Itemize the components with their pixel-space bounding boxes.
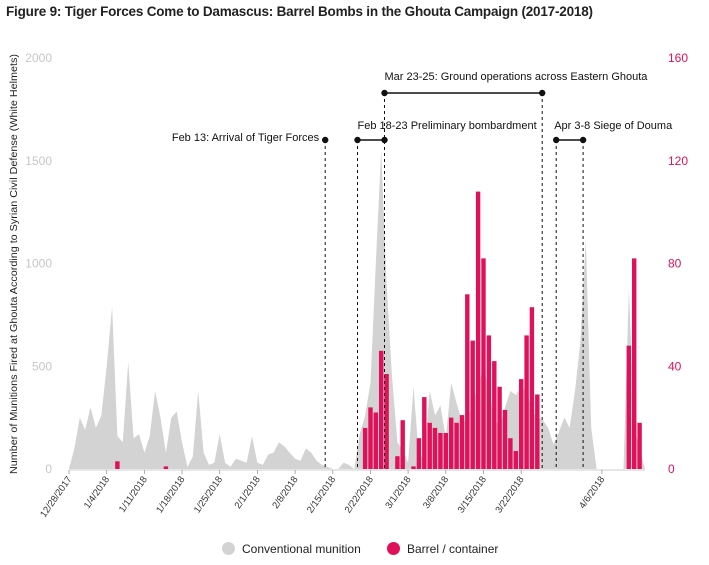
y-tick-label-left-0: 0 bbox=[45, 462, 52, 476]
barrel-bar-16 bbox=[449, 417, 454, 469]
x-tick-label-0: 12/28/2017 bbox=[38, 474, 74, 519]
barrel-bar-19 bbox=[465, 294, 470, 469]
barrel-bar-31 bbox=[529, 307, 535, 469]
barrel-bar-5 bbox=[379, 350, 384, 469]
barrel-bar-17 bbox=[454, 422, 459, 469]
barrel-bar-33 bbox=[626, 345, 631, 469]
legend-item-conventional: Conventional munition bbox=[222, 542, 361, 556]
annotation-dot-bombardment-end bbox=[381, 136, 388, 144]
x-tick-label-3: 1/18/2018 bbox=[154, 474, 187, 515]
y-tick-label-left-4: 2000 bbox=[25, 51, 52, 65]
barrel-bar-12 bbox=[427, 422, 432, 469]
x-tick-label-6: 2/8/2018 bbox=[270, 474, 300, 511]
barrel-bar-26 bbox=[502, 409, 508, 469]
barrel-bar-34 bbox=[632, 258, 637, 469]
barrel-bar-15 bbox=[443, 433, 448, 469]
barrel-bar-10 bbox=[416, 438, 422, 469]
annotation-dot-ground-ops-start bbox=[381, 89, 388, 97]
legend-label-barrel: Barrel / container bbox=[407, 542, 499, 556]
x-tick-label-8: 2/22/2018 bbox=[343, 474, 376, 515]
legend-swatch-conventional bbox=[222, 542, 235, 555]
barrel-bar-1 bbox=[163, 466, 169, 469]
annotation-label-tiger-forces: Feb 13: Arrival of Tiger Forces bbox=[172, 132, 320, 144]
x-tick-label-11: 3/15/2018 bbox=[456, 474, 489, 515]
barrel-bar-9 bbox=[411, 466, 416, 469]
annotation-dot-bombardment-start bbox=[354, 136, 361, 144]
annotation-dot-douma-start bbox=[553, 136, 560, 144]
x-tick-label-2: 1/11/2018 bbox=[117, 474, 150, 514]
barrel-bar-3 bbox=[368, 407, 373, 469]
barrel-bar-11 bbox=[422, 397, 427, 469]
annotation-label-ground-ops: Mar 23-25: Ground operations across East… bbox=[385, 71, 649, 83]
x-tick-label-4: 1/25/2018 bbox=[192, 474, 225, 515]
barrel-bar-21 bbox=[475, 191, 481, 469]
barrel-bar-13 bbox=[432, 427, 438, 469]
x-tick-label-1: 1/4/2018 bbox=[82, 474, 112, 511]
barrel-bar-0 bbox=[115, 461, 120, 469]
barrel-bar-25 bbox=[497, 386, 502, 469]
conventional-area bbox=[69, 150, 645, 469]
annotation-dot-tiger-forces bbox=[322, 136, 329, 144]
x-tick-label-5: 2/1/2018 bbox=[233, 474, 263, 511]
barrel-bar-23 bbox=[486, 335, 492, 469]
barrel-bar-4 bbox=[373, 412, 378, 469]
chart: 0 500 1000 1500 2000 0 40 80 120 160 Number of Mun… bbox=[9, 51, 688, 520]
barrel-bar-35 bbox=[637, 422, 642, 469]
x-tick-label-9: 3/1/2018 bbox=[383, 474, 413, 511]
legend: Conventional munition Barrel / container bbox=[0, 540, 709, 562]
x-tick-label-13: 4/6/2018 bbox=[577, 474, 607, 511]
y-tick-label-right-2: 80 bbox=[668, 257, 682, 271]
figure-title: Figure 9: Tiger Forces Come to Damascus:… bbox=[6, 4, 593, 19]
annotation-dot-ground-ops-end bbox=[539, 89, 546, 97]
barrel-bar-22 bbox=[481, 258, 486, 469]
barrel-bar-20 bbox=[470, 340, 475, 469]
barrel-bar-18 bbox=[459, 415, 465, 469]
barrel-bar-24 bbox=[492, 361, 497, 469]
barrel-bar-29 bbox=[519, 379, 524, 469]
x-tick-label-12: 3/22/2018 bbox=[493, 474, 526, 515]
barrel-bar-6 bbox=[384, 374, 389, 469]
barrel-bar-28 bbox=[513, 451, 518, 469]
annotation-label-bombardment: Feb 18-23 Preliminary bombardment bbox=[358, 120, 537, 132]
barrel-bar-27 bbox=[508, 438, 513, 469]
barrel-bar-2 bbox=[362, 427, 368, 469]
barrel-bar-30 bbox=[524, 335, 529, 469]
annotation-dot-douma-end bbox=[579, 136, 587, 144]
barrel-bar-8 bbox=[400, 420, 405, 469]
y-tick-label-right-4: 160 bbox=[668, 51, 688, 65]
barrel-bar-14 bbox=[438, 433, 443, 469]
y-axis-label: Number of Munitions Fired at Ghouta Acco… bbox=[9, 54, 20, 474]
y-tick-label-left-2: 1000 bbox=[25, 257, 52, 271]
barrel-bar-7 bbox=[395, 456, 400, 469]
x-tick-label-7: 2/15/2018 bbox=[305, 474, 338, 515]
y-tick-label-left-1: 500 bbox=[32, 359, 52, 373]
y-tick-label-right-3: 120 bbox=[668, 154, 688, 168]
legend-swatch-barrel bbox=[387, 542, 400, 555]
legend-item-barrel: Barrel / container bbox=[387, 542, 498, 556]
annotation-label-douma: Apr 3-8 Siege of Douma bbox=[554, 120, 673, 132]
legend-label-conventional: Conventional munition bbox=[242, 542, 361, 556]
y-tick-label-right-0: 0 bbox=[668, 462, 675, 476]
y-tick-label-left-3: 1500 bbox=[25, 154, 52, 168]
y-tick-label-right-1: 40 bbox=[668, 359, 682, 373]
x-tick-label-10: 3/8/2018 bbox=[421, 474, 451, 511]
barrel-bar-32 bbox=[535, 394, 540, 469]
